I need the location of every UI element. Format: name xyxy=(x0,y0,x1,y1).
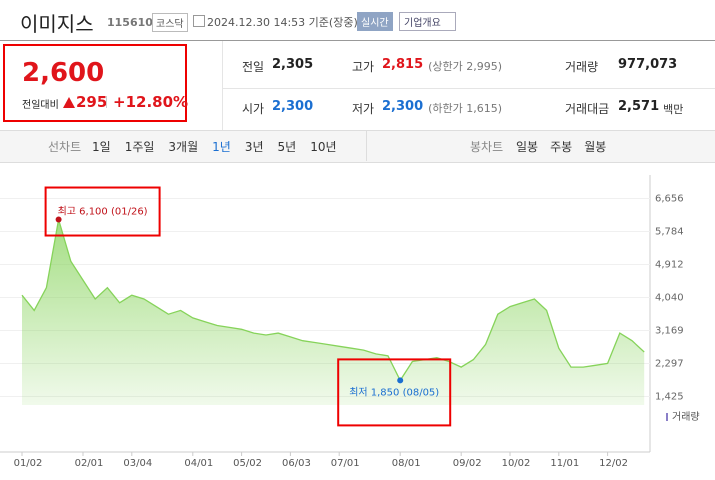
period-tab[interactable]: 3년 xyxy=(244,140,264,154)
stat-label: 거래량 xyxy=(565,60,599,74)
stat-label: 전일 xyxy=(242,60,265,74)
stat-label: 시가 xyxy=(242,102,265,116)
divider xyxy=(222,88,715,89)
candle-tab[interactable]: 일봉 xyxy=(516,140,539,154)
y-tick-label: 5,784 xyxy=(655,226,684,237)
stat-label: 고가 xyxy=(352,60,375,74)
highlight-box xyxy=(44,186,161,237)
stat-label: 거래대금 xyxy=(565,102,610,116)
legend-swatch xyxy=(666,413,668,421)
stat-value: 2,305 xyxy=(272,57,314,72)
highlight-box xyxy=(337,358,452,427)
tab-label: 선차트 xyxy=(48,140,82,154)
stat-unit: 백만 xyxy=(663,103,684,116)
y-tick-label: 2,297 xyxy=(655,358,684,369)
area xyxy=(22,219,645,405)
x-tick-label: 04/01 xyxy=(184,458,213,469)
x-tick-label: 11/01 xyxy=(550,458,579,469)
y-tick-label: 6,656 xyxy=(655,193,684,204)
period-tab[interactable]: 1주일 xyxy=(124,140,155,154)
stat-value: 977,073 xyxy=(618,57,678,72)
divider xyxy=(0,40,715,41)
divider xyxy=(222,41,223,130)
stat-value: 2,300 xyxy=(382,99,424,114)
calendar-icon xyxy=(193,15,205,27)
stat-value: 2,300 xyxy=(272,99,314,114)
stat-label: 저가 xyxy=(352,102,375,116)
extreme-point xyxy=(397,377,404,384)
y-tick-label: 1,425 xyxy=(655,391,684,402)
market-tag: 코스닥 xyxy=(152,13,188,32)
x-tick-label: 08/01 xyxy=(392,458,421,469)
x-tick-label: 07/01 xyxy=(331,458,360,469)
x-tick-label: 03/04 xyxy=(123,458,152,469)
period-tab[interactable]: 5년 xyxy=(277,140,297,154)
period-tab[interactable]: 10년 xyxy=(310,140,337,154)
candle-tab[interactable]: 주봉 xyxy=(550,140,573,154)
y-tick-label: 4,912 xyxy=(655,259,684,270)
y-tick-label: 4,040 xyxy=(655,293,684,304)
realtime-button[interactable]: 실시간 xyxy=(357,12,393,31)
candle-tab[interactable]: 월봉 xyxy=(584,140,607,154)
change-pct: +12.80% xyxy=(113,93,189,111)
timestamp: 2024.12.30 14:53 기준(장중) xyxy=(207,16,358,29)
tab-bar xyxy=(0,130,715,163)
period-tab[interactable]: 3개월 xyxy=(168,140,199,154)
stat-value: 2,815 xyxy=(382,57,424,72)
extreme-point xyxy=(55,216,62,223)
x-tick-label: 05/02 xyxy=(233,458,262,469)
sep xyxy=(106,96,107,108)
x-tick-label: 12/02 xyxy=(599,458,628,469)
x-tick-label: 10/02 xyxy=(502,458,531,469)
x-tick-label: 09/02 xyxy=(453,458,482,469)
period-tab[interactable]: 1일 xyxy=(92,140,111,154)
chart: 1,425 2,297 3,169 4,040 4,912 5,784 6,656 01/02… xyxy=(0,175,700,469)
x-tick-label: 01/02 xyxy=(14,458,43,469)
change-label: 전일대비 xyxy=(22,100,59,111)
stat-extra: (하한가 1,615) xyxy=(428,102,503,115)
current-price: 2,600 xyxy=(22,58,105,88)
volume-legend: 거래량 xyxy=(672,411,700,423)
extreme-label: 최고 6,100 (01/26) xyxy=(58,206,148,218)
sep xyxy=(366,131,367,161)
change: 295 xyxy=(76,93,108,111)
y-tick-label: 3,169 xyxy=(655,325,684,336)
company-button[interactable]: 기업개요 xyxy=(399,12,456,31)
stat-value: 2,571 xyxy=(618,99,660,114)
period-tab[interactable]: 1년 xyxy=(212,140,231,154)
up-arrow xyxy=(63,97,75,108)
price-line xyxy=(21,219,645,382)
stock-name: 이미지스 xyxy=(20,12,94,36)
x-tick-label: 06/03 xyxy=(282,458,311,469)
price-box xyxy=(3,44,187,122)
stock-code: 115610 xyxy=(107,16,153,29)
tab-label: 봉차트 xyxy=(470,140,504,154)
x-tick-label: 02/01 xyxy=(75,458,104,469)
extreme-label: 최저 1,850 (08/05) xyxy=(349,386,439,398)
stat-extra: (상한가 2,995) xyxy=(428,60,503,73)
